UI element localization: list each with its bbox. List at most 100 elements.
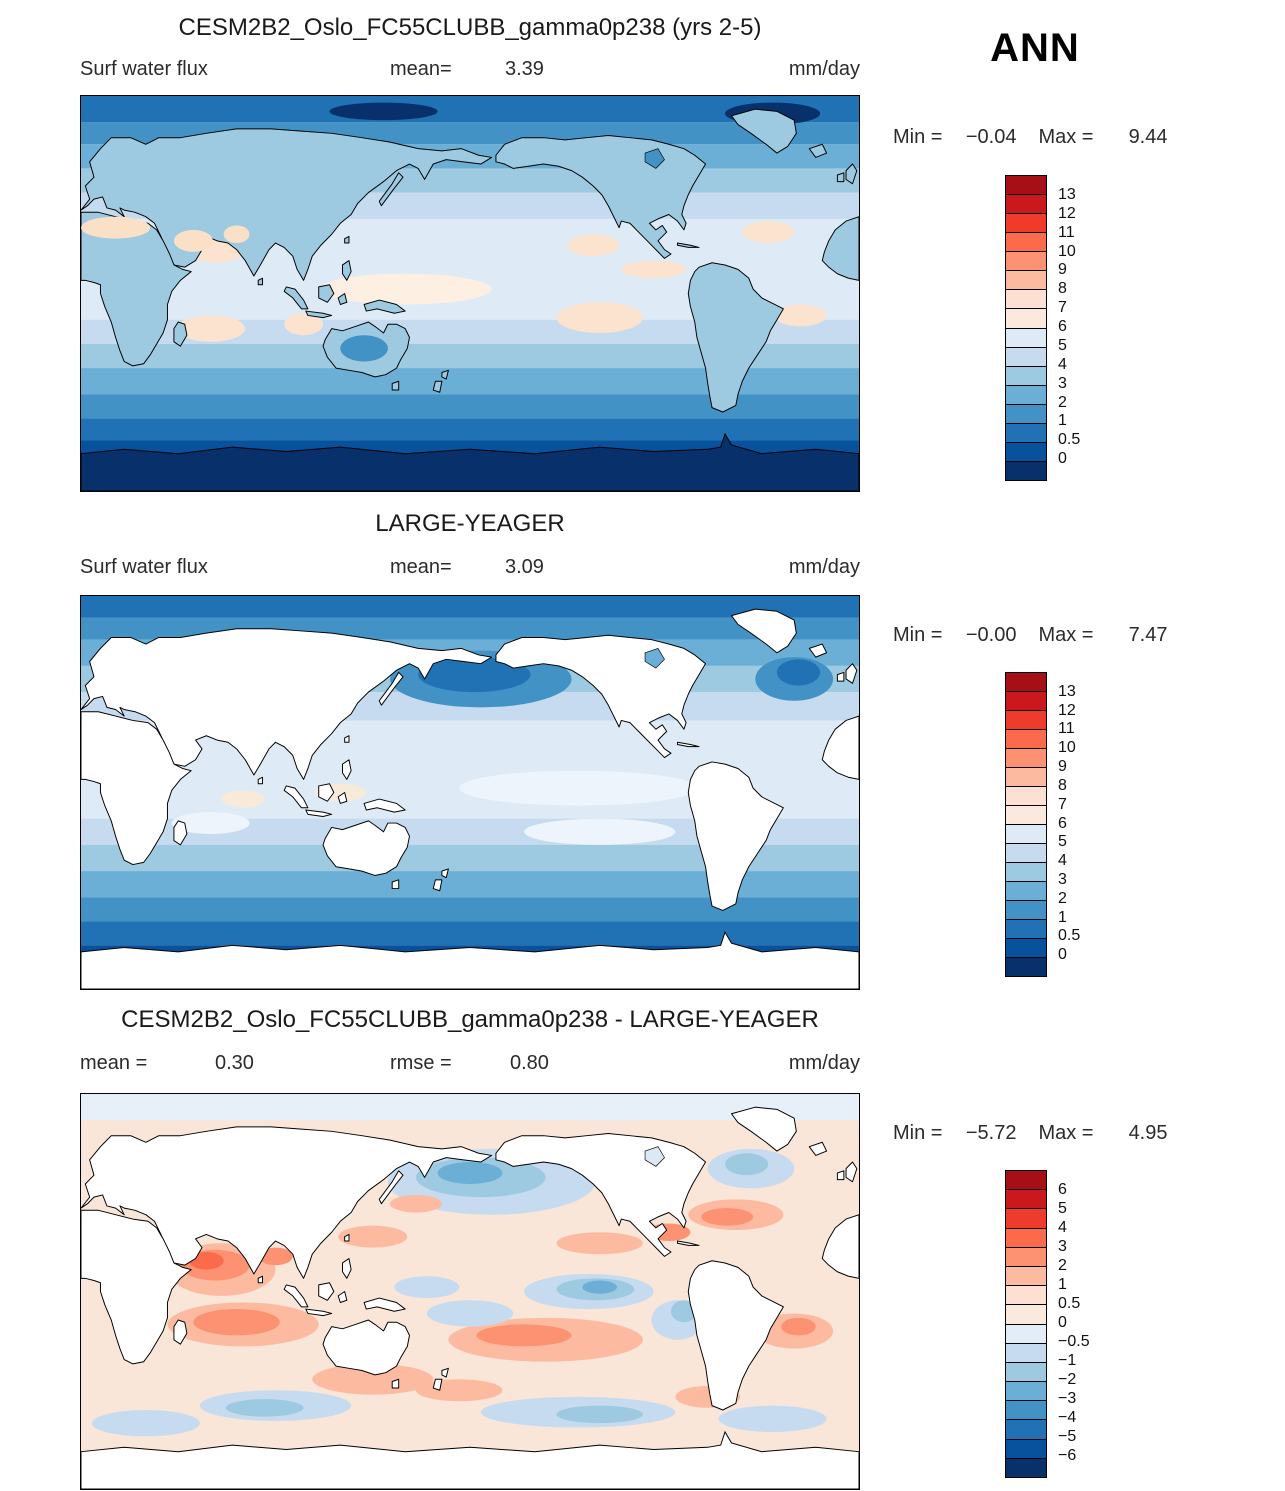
colorbar-cell bbox=[1006, 1227, 1046, 1247]
colorbar-tick-label: 4 bbox=[1058, 1219, 1067, 1236]
colorbar-cell bbox=[1006, 843, 1046, 862]
colorbar-cell bbox=[1006, 176, 1046, 195]
panel3-rmse-value: 0.80 bbox=[510, 1052, 549, 1074]
model-land-overlays bbox=[81, 216, 388, 362]
panel3-min-label: Min = bbox=[893, 1122, 943, 1144]
colorbar-tick-label: −6 bbox=[1058, 1447, 1077, 1464]
colorbar-cell bbox=[1006, 441, 1046, 461]
colorbar-cell bbox=[1006, 1419, 1046, 1439]
colorbar-tick-label: −1 bbox=[1058, 1352, 1077, 1369]
colorbar-tick-label: 9 bbox=[1058, 758, 1067, 776]
panel2-max-label: Max = bbox=[1038, 624, 1094, 646]
colorbar-cell bbox=[1006, 900, 1046, 919]
panel1-min-value: −0.04 bbox=[965, 126, 1017, 148]
colorbar-tick-label: 0 bbox=[1058, 1314, 1067, 1331]
colorbar-cell bbox=[1006, 957, 1046, 976]
colorbar-cell bbox=[1006, 1285, 1046, 1305]
colorbar-cell bbox=[1006, 710, 1046, 729]
colorbar-tick-label: −2 bbox=[1058, 1371, 1077, 1388]
panel3-title: CESM2B2_Oslo_FC55CLUBB_gamma0p238 - LARG… bbox=[121, 1006, 819, 1033]
panel3-max-label: Max = bbox=[1038, 1122, 1094, 1144]
panel2-minmax-row: Min = −0.00 Max = 7.47 bbox=[893, 624, 1223, 647]
panel2-mean-label: mean= bbox=[390, 556, 452, 578]
colorbar-cell bbox=[1006, 673, 1046, 691]
panel2-title: LARGE-YEAGER bbox=[375, 510, 565, 537]
model-map-svg bbox=[81, 96, 859, 491]
colorbar-tick-label: 2 bbox=[1058, 889, 1067, 907]
colorbar-tick-label: 7 bbox=[1058, 299, 1067, 317]
panel2-header-row: Surf water flux mean= 3.09 mm/day bbox=[80, 556, 860, 582]
colorbar-tick-label: 8 bbox=[1058, 280, 1067, 298]
colorbar-cell bbox=[1006, 251, 1046, 271]
colorbar-model: 13 12 11 10 9 8 7 6 5 4 3 2 1 0.5 0 bbox=[1005, 175, 1080, 481]
colorbar-cell bbox=[1006, 1342, 1046, 1362]
panel1-minmax-row: Min = −0.04 Max = 9.44 bbox=[893, 126, 1223, 149]
colorbar-tick-label: 3 bbox=[1058, 374, 1067, 392]
colorbar-diff: 6 5 4 3 2 1 0.5 0 −0.5 −1 −2 −3 −4 −5 −6 bbox=[1005, 1170, 1090, 1478]
colorbar-tick-label: 0.5 bbox=[1058, 1295, 1081, 1312]
colorbar-tick-label: 6 bbox=[1058, 814, 1067, 832]
colorbar-cell bbox=[1006, 1438, 1046, 1458]
colorbar-cell bbox=[1006, 194, 1046, 214]
colorbar-cell bbox=[1006, 384, 1046, 404]
colorbar-cell bbox=[1006, 327, 1046, 347]
colorbar-cell bbox=[1006, 881, 1046, 900]
colorbar-cell bbox=[1006, 824, 1046, 843]
colorbar-tick-label: 12 bbox=[1058, 701, 1076, 719]
colorbar-tick-label: 0 bbox=[1058, 450, 1067, 468]
colorbar-tick-label: 6 bbox=[1058, 1181, 1067, 1198]
panel1-units-label: mm/day bbox=[788, 58, 860, 80]
colorbar-tick-label: −0.5 bbox=[1058, 1333, 1090, 1350]
colorbar-tick-label: 9 bbox=[1058, 261, 1067, 279]
panel2-max-value: 7.47 bbox=[1128, 624, 1168, 646]
panel1-field-label: Surf water flux bbox=[80, 58, 208, 80]
colorbar-cell bbox=[1006, 1189, 1046, 1209]
colorbar-tick-label: 7 bbox=[1058, 795, 1067, 813]
colorbar-cell bbox=[1006, 919, 1046, 938]
panel3-mean-value: 0.30 bbox=[215, 1052, 254, 1074]
colorbar-tick-label: 2 bbox=[1058, 1257, 1067, 1274]
colorbar-tick-label: 1 bbox=[1058, 1276, 1067, 1293]
colorbar-cell bbox=[1006, 346, 1046, 366]
colorbar-cell bbox=[1006, 1381, 1046, 1401]
colorbar-cell bbox=[1006, 460, 1046, 480]
colorbar-tick-label: 8 bbox=[1058, 776, 1067, 794]
panel2-mean-value: 3.09 bbox=[505, 556, 544, 578]
colorbar-cell bbox=[1006, 289, 1046, 309]
colorbar-tick-label: −5 bbox=[1058, 1428, 1077, 1445]
colorbar-cell bbox=[1006, 270, 1046, 290]
colorbar-tick-label: −4 bbox=[1058, 1409, 1077, 1426]
panel1-title: CESM2B2_Oslo_FC55CLUBB_gamma0p238 (yrs 2… bbox=[178, 14, 762, 41]
panel1-mean-label: mean= bbox=[390, 58, 452, 80]
colorbar-tick-label: 5 bbox=[1058, 336, 1067, 354]
colorbar-tick-label: 1 bbox=[1058, 412, 1067, 430]
colorbar-tick-label: 0 bbox=[1058, 946, 1067, 964]
colorbar-cell bbox=[1006, 786, 1046, 805]
colorbar-tick-label: 13 bbox=[1058, 682, 1076, 700]
colorbar-tick-label: 13 bbox=[1058, 185, 1076, 203]
colorbar-cell bbox=[1006, 767, 1046, 786]
colorbar-tick-label: 6 bbox=[1058, 318, 1067, 335]
colorbar-cell bbox=[1006, 1246, 1046, 1266]
colorbar-tick-label: 5 bbox=[1058, 1200, 1067, 1217]
panel2-min-label: Min = bbox=[893, 624, 943, 646]
colorbar-tick-label: −3 bbox=[1058, 1390, 1077, 1407]
colorbar-cell bbox=[1006, 403, 1046, 423]
colorbar-cell bbox=[1006, 1304, 1046, 1324]
colorbar-tick-label: 4 bbox=[1058, 852, 1067, 870]
panel1-max-value: 9.44 bbox=[1128, 126, 1168, 148]
diff-map-svg bbox=[81, 1094, 859, 1489]
model-flux-blobs bbox=[176, 102, 827, 342]
obs-map-svg bbox=[81, 596, 859, 989]
panel2-units-label: mm/day bbox=[788, 556, 860, 578]
map-diff bbox=[80, 1093, 860, 1490]
panel1-max-label: Max = bbox=[1038, 126, 1094, 148]
colorbar-cell bbox=[1006, 862, 1046, 881]
colorbar-cell bbox=[1006, 729, 1046, 748]
colorbar-cell bbox=[1006, 232, 1046, 252]
colorbar-tick-label: 10 bbox=[1058, 242, 1076, 260]
colorbar-tick-label: 3 bbox=[1058, 870, 1067, 888]
colorbar-tick-label: 5 bbox=[1058, 833, 1067, 851]
colorbar-cell bbox=[1006, 213, 1046, 233]
